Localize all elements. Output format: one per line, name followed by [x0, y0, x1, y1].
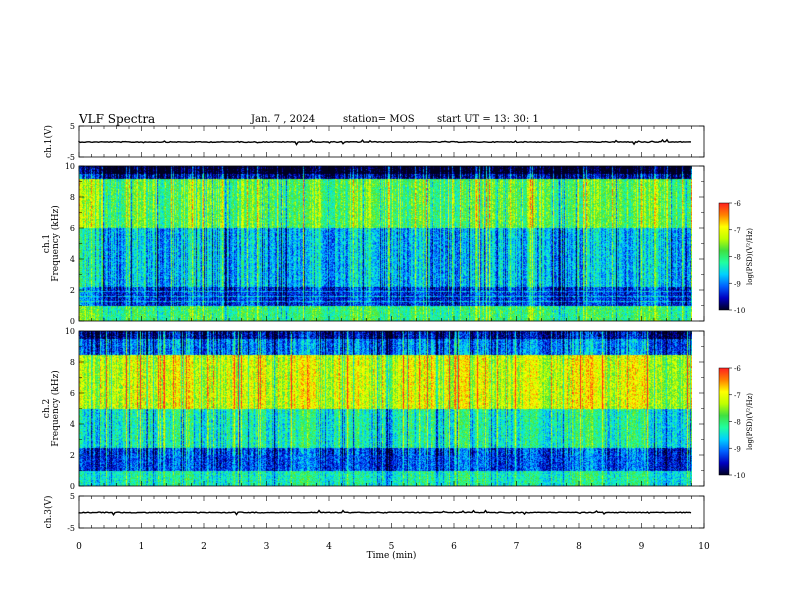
ch1-spectrogram-colorbar	[718, 202, 730, 311]
x-tick-label: 0	[76, 542, 82, 552]
x-tick-label: 9	[639, 542, 645, 552]
ch1-spectrogram-colorbar-tick-label: -10	[734, 307, 745, 315]
ch3-waveform-trace	[78, 509, 692, 517]
ch1-spectrogram-ylabel: ch.1	[42, 234, 52, 253]
ch2-spectrogram-ytick-label: 8	[70, 358, 75, 367]
ch1-spectrogram-ytick-label: 8	[70, 193, 75, 202]
ch2-spectrogram-colorbar-tick-label: -8	[734, 419, 741, 427]
ch2-spectrogram-ylabel: Frequency (kHz)	[50, 370, 61, 447]
ch1-waveform-trace	[78, 138, 692, 146]
x-tick-label: 4	[326, 542, 332, 552]
x-tick-label: 7	[514, 542, 520, 552]
ch1-spectrogram-image	[79, 166, 692, 321]
figure-title: VLF Spectra	[79, 112, 156, 126]
ch1-waveform-ytick-label: 5	[70, 122, 75, 131]
ch3-waveform-ytick-label: -5	[67, 524, 75, 533]
ch2-spectrogram-ytick-label: 6	[70, 389, 75, 398]
ch1-spectrogram-colorbar-label: log(PSD)(V²/Hz)	[746, 228, 754, 285]
ch2-spectrogram-ytick-label: 0	[70, 482, 75, 491]
ch2-spectrogram-ytick-label: 10	[65, 327, 75, 336]
ch3-waveform-ytick-label: 5	[70, 492, 75, 501]
ch2-spectrogram-colorbar-tick-label: -7	[734, 392, 741, 400]
ch2-spectrogram-colorbar-tick-label: -10	[734, 472, 745, 480]
ch2-spectrogram-colorbar-tick-label: -9	[734, 445, 741, 453]
ch1-spectrogram-ytick-label: 2	[70, 286, 75, 295]
ch2-spectrogram-colorbar-tick-label: -6	[734, 365, 741, 373]
ch2-spectrogram-ytick-label: 2	[70, 451, 75, 460]
x-tick-label: 10	[698, 542, 710, 552]
ch1-waveform-ylabel: ch.1(V)	[43, 125, 54, 158]
ch1-spectrogram-ytick-label: 6	[70, 224, 75, 233]
ch2-spectrogram-colorbar	[718, 367, 730, 476]
ch2-spectrogram-colorbar-label: log(PSD)(V²/Hz)	[746, 393, 754, 450]
ch1-spectrogram-colorbar-tick-label: -9	[734, 280, 741, 288]
ch2-spectrogram-ylabel: ch.2	[42, 399, 52, 418]
ch3-waveform-ylabel: ch.3(V)	[43, 496, 54, 529]
ch1-spectrogram-colorbar-tick-label: -8	[734, 254, 741, 262]
ch2-spectrogram-ytick-label: 4	[70, 420, 75, 429]
ch1-spectrogram-ylabel: Frequency (kHz)	[50, 205, 61, 282]
ch1-waveform-ytick-label: -5	[67, 153, 75, 162]
header-station: station= MOS	[343, 114, 415, 125]
ch1-spectrogram-colorbar-tick-label: -7	[734, 227, 741, 235]
x-tick-label: 8	[576, 542, 582, 552]
header-start-time: start UT = 13: 30: 1	[437, 114, 539, 125]
x-tick-label: 3	[264, 542, 270, 552]
ch2-spectrogram-image	[79, 331, 692, 486]
ch1-spectrogram-ytick-label: 4	[70, 255, 75, 264]
ch1-spectrogram-colorbar-tick-label: -6	[734, 200, 741, 208]
x-tick-label: 5	[389, 542, 395, 552]
x-axis-label: Time (min)	[367, 550, 417, 561]
ch1-spectrogram-ytick-label: 10	[65, 162, 75, 171]
x-tick-label: 6	[451, 542, 457, 552]
x-tick-label: 1	[139, 542, 145, 552]
ch1-spectrogram-ytick-label: 0	[70, 317, 75, 326]
x-tick-label: 2	[201, 542, 207, 552]
header-date: Jan. 7 , 2024	[251, 114, 316, 125]
